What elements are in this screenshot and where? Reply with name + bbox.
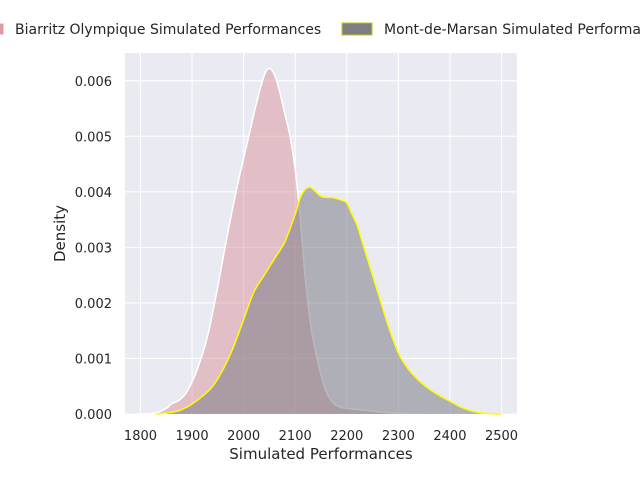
x-tick-label: 2200	[330, 429, 363, 444]
y-tick-label: 0.002	[75, 297, 112, 312]
x-tick-label: 2400	[433, 429, 466, 444]
x-tick-label: 2500	[485, 429, 518, 444]
y-tick-label: 0.003	[75, 241, 112, 256]
y-tick-label: 0.001	[75, 352, 112, 367]
legend-label-biarritz: Biarritz Olympique Simulated Performance…	[15, 22, 321, 38]
x-axis-ticks: 1800 1900 2000 2100 2200 2300 2400 2500	[124, 429, 518, 444]
x-tick-label: 2300	[382, 429, 415, 444]
x-tick-label: 2000	[227, 429, 260, 444]
x-axis-label: Simulated Performances	[229, 445, 413, 463]
density-areas	[140, 67, 502, 415]
y-tick-label: 0.000	[75, 408, 112, 423]
y-axis-label: Density	[51, 205, 69, 262]
density-area-mont-de-marsan	[155, 187, 502, 414]
density-area-biarritz	[140, 68, 425, 415]
y-tick-label: 0.005	[75, 130, 112, 145]
x-tick-label: 1800	[124, 429, 157, 444]
density-line-mont-de-marsan	[155, 186, 502, 415]
x-tick-label: 1900	[176, 429, 209, 444]
legend-swatch-biarritz	[0, 22, 5, 36]
y-axis-ticks: 0.000 0.001 0.002 0.003 0.004 0.005 0.006	[75, 75, 112, 423]
legend: Biarritz Olympique Simulated Performance…	[0, 22, 640, 38]
x-tick-label: 2100	[279, 429, 312, 444]
y-tick-label: 0.006	[75, 75, 112, 90]
y-tick-label: 0.004	[75, 186, 112, 201]
legend-label-mont-de-marsan: Mont-de-Marsan Simulated Performances	[384, 22, 640, 38]
legend-swatch-mont-de-marsan	[341, 22, 373, 36]
